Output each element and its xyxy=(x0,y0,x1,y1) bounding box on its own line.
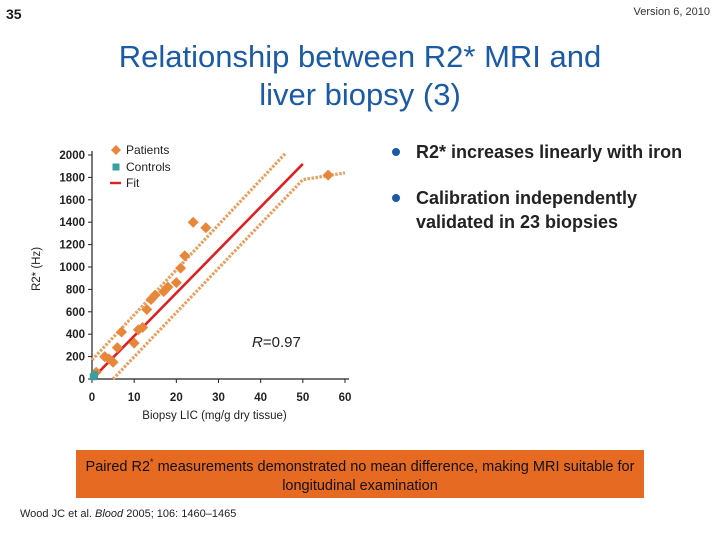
legend-patients-icon xyxy=(111,145,121,155)
y-tick-label: 200 xyxy=(66,352,85,364)
bullet-list: R2* increases linearly with iron Calibra… xyxy=(388,140,708,256)
patient-point xyxy=(175,262,187,274)
y-tick-label: 1800 xyxy=(59,172,85,184)
y-tick-label: 1400 xyxy=(59,217,85,229)
patient-point xyxy=(137,321,149,333)
patient-point xyxy=(179,250,191,262)
legend-controls-icon xyxy=(112,163,120,171)
x-tick-label: 40 xyxy=(254,392,267,404)
x-axis-label: Biopsy LIC (mg/g dry tissue) xyxy=(142,410,287,422)
bullet-dot-icon xyxy=(392,194,400,202)
patient-point xyxy=(141,304,153,316)
y-axis-label: R2* (Hz) xyxy=(31,247,43,291)
y-tick-label: 1000 xyxy=(59,262,85,274)
y-tick-label: 600 xyxy=(66,307,85,319)
legend-controls-label: Controls xyxy=(126,160,171,174)
patient-point xyxy=(170,277,182,289)
title-line-1: Relationship between R2* MRI and xyxy=(118,39,602,74)
patient-point xyxy=(149,289,161,301)
y-tick-label: 400 xyxy=(66,329,85,341)
y-tick-label: 1600 xyxy=(59,195,85,207)
patient-point xyxy=(200,222,212,234)
patient-point xyxy=(111,342,123,354)
patient-point xyxy=(116,326,128,338)
fit-line xyxy=(91,163,304,380)
version-label: Version 6, 2010 xyxy=(633,6,710,18)
x-tick-label: 50 xyxy=(296,392,309,404)
slide-title: Relationship between R2* MRI and liver b… xyxy=(60,38,660,114)
x-tick-label: 0 xyxy=(89,392,95,404)
y-tick-label: 0 xyxy=(79,374,85,386)
patient-point xyxy=(107,356,119,368)
bullet-text: R2* increases linearly with iron xyxy=(416,142,683,162)
patient-point xyxy=(187,216,199,228)
bullet-item: R2* increases linearly with iron xyxy=(388,140,708,164)
bullet-dot-icon xyxy=(392,148,400,156)
bullet-item: Calibration independently validated in 2… xyxy=(388,186,708,234)
conclusion-banner: Paired R2* measurements demonstrated no … xyxy=(76,450,644,498)
slide-number: 35 xyxy=(6,6,22,22)
x-tick-label: 20 xyxy=(170,392,183,404)
citation: Wood JC et al. Blood 2005; 106: 1460–146… xyxy=(20,508,237,520)
bullet-text: Calibration independently validated in 2… xyxy=(416,188,638,232)
patient-point xyxy=(162,281,174,293)
r-value-annotation: R=0.97 xyxy=(252,334,301,351)
y-tick-label: 1200 xyxy=(59,240,85,252)
x-tick-label: 60 xyxy=(339,392,352,404)
patient-point xyxy=(322,169,334,181)
control-point xyxy=(91,371,99,379)
y-tick-label: 2000 xyxy=(59,150,85,162)
lower-ci-line xyxy=(111,171,346,381)
patient-point xyxy=(128,337,140,349)
banner-text: Paired R2* measurements demonstrated no … xyxy=(85,456,635,495)
legend-patients-label: Patients xyxy=(126,143,169,157)
x-tick-label: 10 xyxy=(128,392,141,404)
y-tick-label: 800 xyxy=(66,284,85,296)
x-tick-label: 30 xyxy=(212,392,225,404)
legend-fit-label: Fit xyxy=(126,176,140,190)
title-line-2: liver biopsy (3) xyxy=(259,77,461,112)
